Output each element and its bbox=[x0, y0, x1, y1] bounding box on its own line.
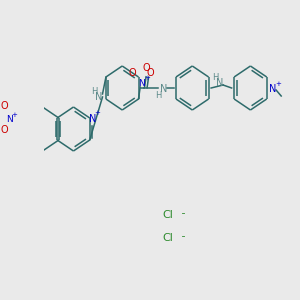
Text: N: N bbox=[139, 79, 145, 88]
Text: H: H bbox=[212, 73, 219, 82]
Text: +: + bbox=[94, 110, 100, 116]
Text: N: N bbox=[216, 78, 223, 88]
Text: O: O bbox=[0, 125, 8, 135]
Text: -: - bbox=[178, 231, 186, 241]
Text: Cl: Cl bbox=[162, 233, 173, 243]
Text: -: - bbox=[178, 208, 186, 218]
Text: O: O bbox=[147, 68, 154, 78]
Text: N: N bbox=[269, 84, 276, 94]
Text: N: N bbox=[88, 114, 96, 124]
Text: N: N bbox=[95, 92, 103, 102]
Text: O: O bbox=[142, 63, 150, 73]
Text: +: + bbox=[11, 112, 17, 118]
Text: O: O bbox=[129, 68, 136, 78]
Text: Cl: Cl bbox=[162, 210, 173, 220]
Text: H: H bbox=[155, 91, 161, 100]
Text: N: N bbox=[6, 116, 13, 124]
Text: +: + bbox=[275, 81, 281, 87]
Text: +: + bbox=[144, 75, 150, 81]
Text: O: O bbox=[0, 101, 8, 111]
Text: H: H bbox=[91, 86, 97, 95]
Text: N: N bbox=[160, 84, 167, 94]
